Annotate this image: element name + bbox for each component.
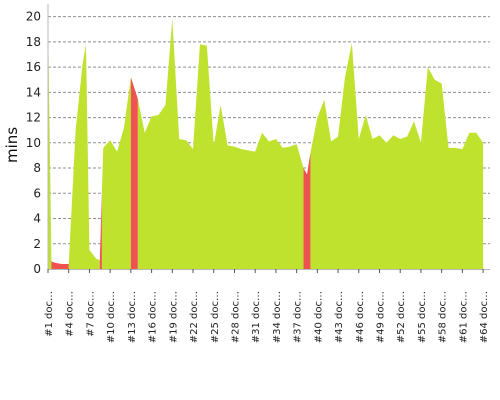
y-tick-label: 18 xyxy=(26,35,41,49)
x-tick-label: #58 doc… xyxy=(438,291,449,343)
x-axis-ticks: #1 doc… #4 doc… #7 doc… #10 doc… #13 doc… #16… xyxy=(44,269,490,343)
y-tick-label: 0 xyxy=(33,262,41,276)
x-tick-label: #34 doc… xyxy=(272,291,283,343)
x-tick-label: #46 doc… xyxy=(355,291,366,343)
y-tick-label: 8 xyxy=(33,161,41,175)
y-tick-label: 20 xyxy=(26,10,41,24)
x-tick-label: #10 doc… xyxy=(106,291,117,343)
y-tick-label: 4 xyxy=(33,212,41,226)
x-tick-label: #28 doc… xyxy=(230,291,241,343)
y-tick-label: 2 xyxy=(33,237,41,251)
x-tick-label: #16 doc… xyxy=(148,291,159,343)
y-tick-label: 6 xyxy=(33,186,41,200)
x-tick-label: #19 doc… xyxy=(168,291,179,343)
x-tick-label: #43 doc… xyxy=(334,291,345,343)
x-tick-label: #4 doc… xyxy=(65,291,76,337)
x-tick-label: #55 doc… xyxy=(417,291,428,343)
series-area-normal xyxy=(48,16,484,270)
x-tick-label: #13 doc… xyxy=(127,291,138,343)
x-tick-label: #22 doc… xyxy=(189,291,200,343)
x-tick-label: #52 doc… xyxy=(396,291,407,343)
x-tick-label: #61 doc… xyxy=(458,291,469,343)
axes xyxy=(47,4,490,270)
y-tick-label: 10 xyxy=(26,136,41,150)
x-tick-label: #31 doc… xyxy=(251,291,262,343)
x-tick-label: #64 doc… xyxy=(479,291,490,343)
y-tick-label: 12 xyxy=(26,111,41,125)
plot-area xyxy=(48,16,484,270)
y-axis-ticks: 0 2 4 6 8 10 12 14 16 18 20 xyxy=(26,10,41,276)
y-axis-label: mins xyxy=(3,127,21,163)
y-tick-label: 16 xyxy=(26,60,41,74)
x-tick-label: #40 doc… xyxy=(313,291,324,343)
x-tick-label: #25 doc… xyxy=(210,291,221,343)
x-tick-label: #37 doc… xyxy=(293,291,304,343)
x-tick-label: #7 doc… xyxy=(85,291,96,337)
y-tick-label: 14 xyxy=(26,85,41,99)
x-tick-label: #49 doc… xyxy=(376,291,387,343)
x-tick-label: #1 doc… xyxy=(44,291,55,337)
